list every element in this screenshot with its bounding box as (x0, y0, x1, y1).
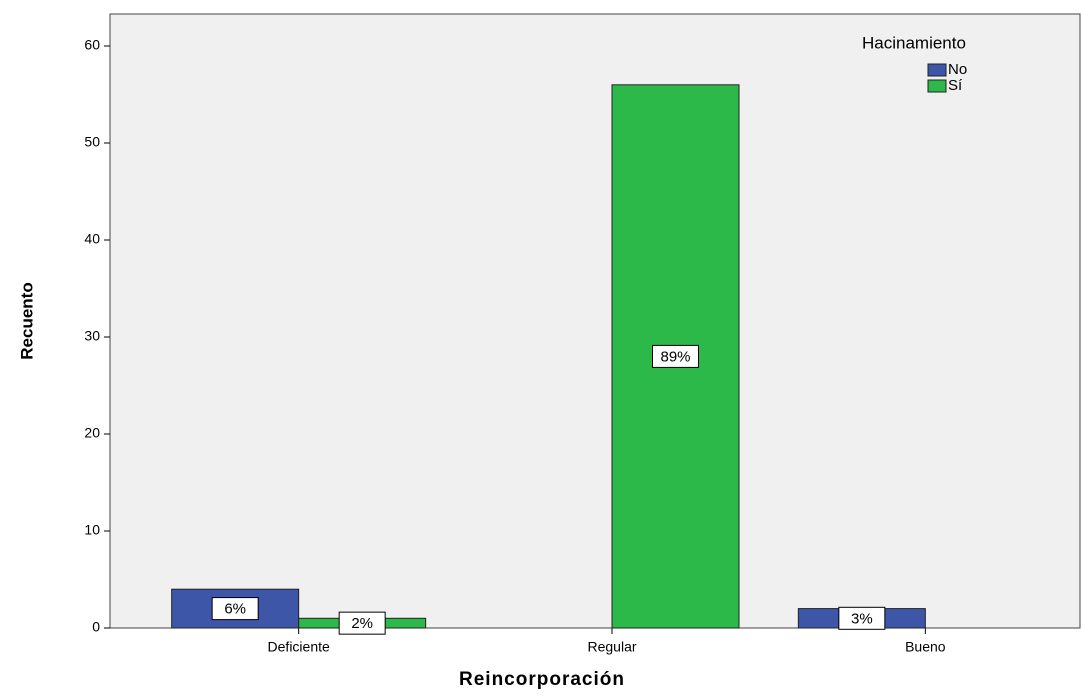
y-tick-label: 30 (84, 328, 100, 344)
value-label-box (338, 611, 386, 635)
y-tick-label: 10 (84, 522, 100, 538)
legend-swatch (927, 63, 947, 77)
y-tick-label: 40 (84, 231, 100, 247)
y-tick-label: 0 (92, 619, 100, 635)
value-label-box (838, 606, 886, 630)
y-tick-label: 60 (84, 37, 100, 53)
x-tick-label: Bueno (905, 639, 946, 655)
y-axis-title: Recuento (17, 282, 36, 359)
legend-label: Sí (948, 77, 963, 94)
value-label-box (652, 344, 699, 368)
legend-swatch (927, 79, 947, 93)
value-label: 3% (851, 610, 873, 627)
value-label: 6% (224, 601, 246, 618)
x-axis-title: Reincorporación (459, 669, 625, 690)
legend-label: No (948, 61, 967, 78)
x-tick-label: Deficiente (268, 639, 330, 655)
y-tick-label: 20 (84, 425, 100, 441)
value-label: 89% (660, 348, 690, 365)
plot-area (109, 13, 1081, 629)
y-tick-label: 50 (84, 134, 100, 150)
value-label-box (211, 597, 259, 621)
x-tick-label: Regular (587, 639, 636, 655)
value-label: 2% (351, 615, 373, 632)
legend-title: Hacinamiento (862, 33, 966, 52)
